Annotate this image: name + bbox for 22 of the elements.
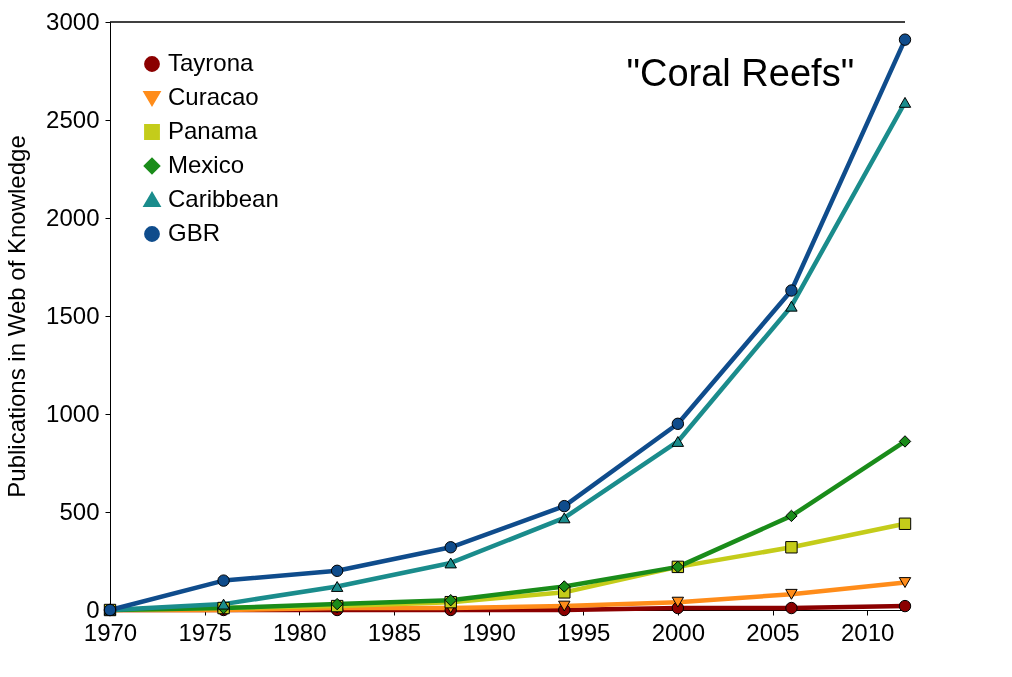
y-tick-label: 1500 bbox=[46, 301, 100, 329]
legend-label: Tayrona bbox=[168, 49, 255, 76]
legend-label: Curacao bbox=[168, 83, 259, 110]
x-tick-label: 2005 bbox=[746, 618, 800, 646]
x-tick-label: 2000 bbox=[651, 618, 706, 646]
y-tick-label: 500 bbox=[59, 497, 100, 525]
legend-label: Caribbean bbox=[168, 185, 279, 212]
x-tick-label: 1995 bbox=[557, 618, 611, 646]
text: "Coral Reefs" bbox=[626, 51, 855, 94]
y-tick-label: 2000 bbox=[46, 203, 100, 231]
x-tick-label: 1990 bbox=[462, 618, 516, 646]
x-tick-label: 1980 bbox=[273, 618, 327, 646]
x-tick-label: 1985 bbox=[367, 618, 422, 646]
x-tick-label: 2010 bbox=[840, 618, 895, 646]
x-tick-label: 1975 bbox=[178, 618, 232, 646]
legend-label: Mexico bbox=[168, 151, 245, 178]
legend-label: GBR bbox=[168, 219, 221, 246]
y-tick-label: 1000 bbox=[46, 399, 100, 427]
y-tick-label: 2500 bbox=[46, 105, 100, 133]
y-tick-label: 3000 bbox=[46, 7, 100, 35]
y-axis-title: Publications in Web of Knowledge bbox=[3, 135, 31, 498]
legend-label: Panama bbox=[168, 117, 259, 144]
